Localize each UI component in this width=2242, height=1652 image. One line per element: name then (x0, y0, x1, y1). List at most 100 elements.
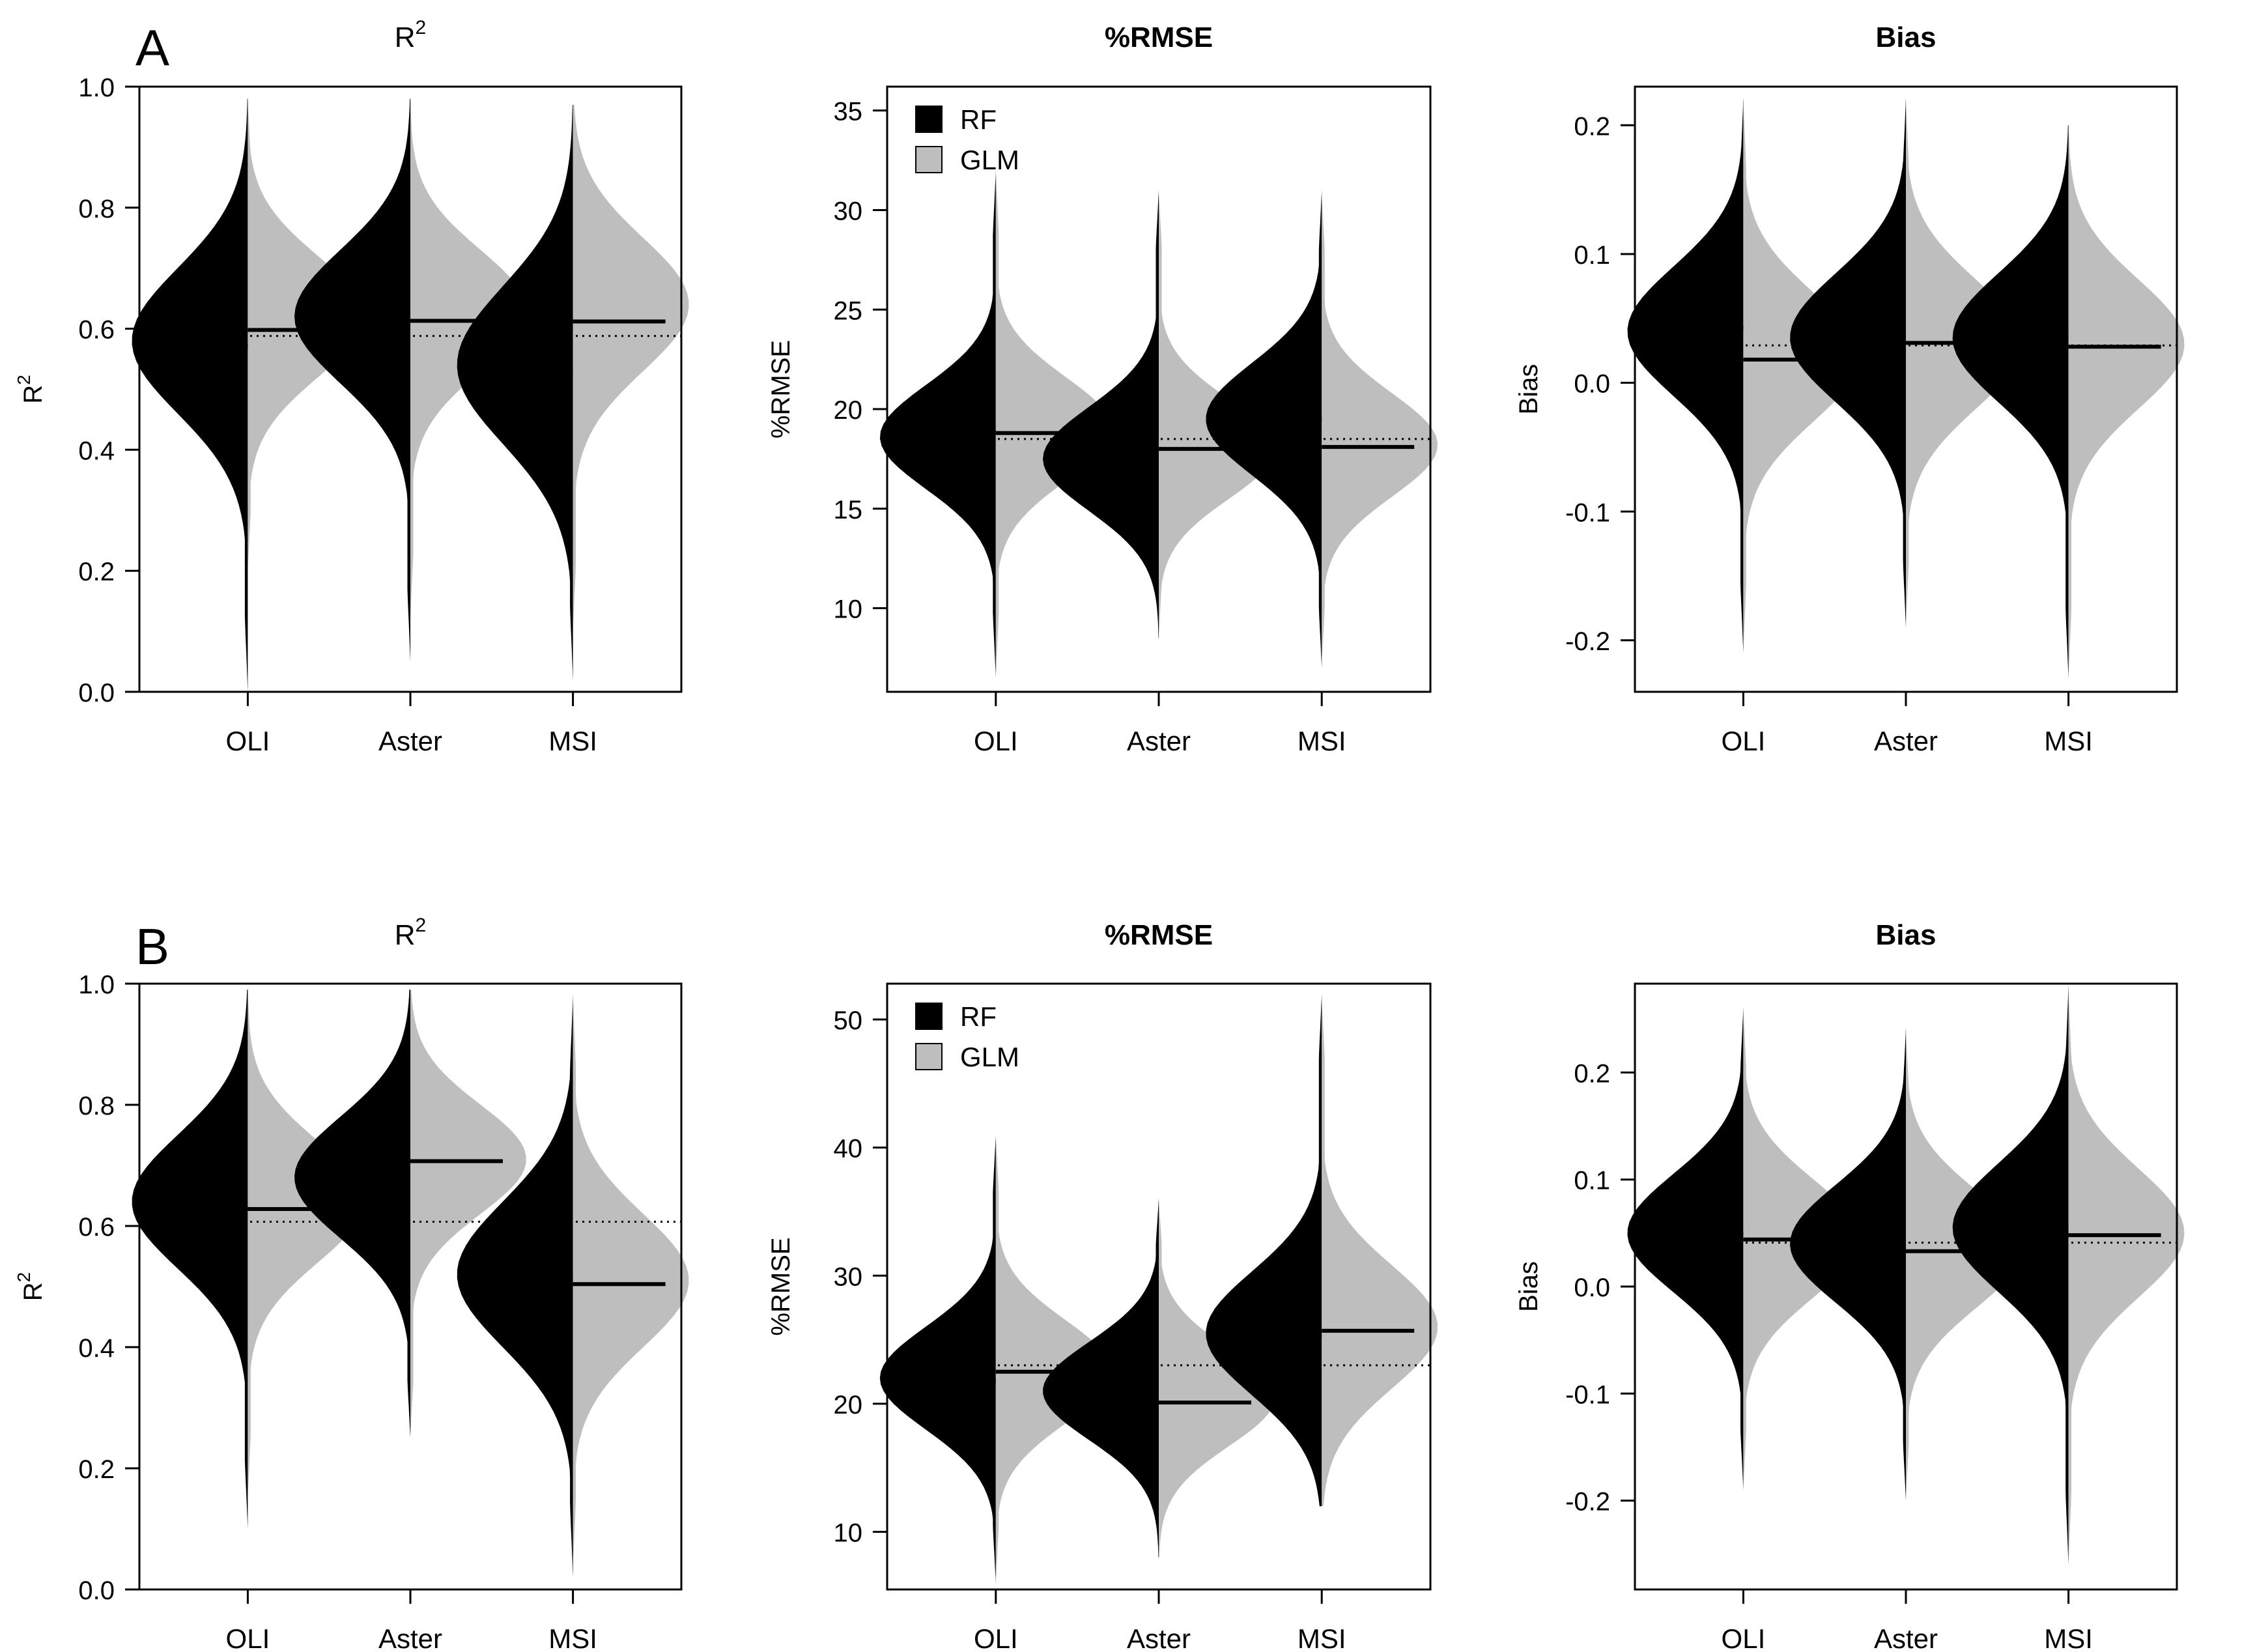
legend-swatch-rf (915, 106, 943, 133)
violin-glm-aster (1159, 1199, 1275, 1558)
violin-rf-aster (1790, 1029, 1906, 1501)
x-tick-label-oli: OLI (226, 726, 270, 756)
y-tick-label: 1.0 (78, 74, 115, 102)
legend-label-glm: GLM (960, 1042, 1019, 1072)
y-axis-label: %RMSE (767, 1237, 795, 1335)
x-tick-label-aster: Aster (1127, 726, 1191, 756)
violin-rf-msi (457, 995, 573, 1578)
y-tick-label: 15 (834, 496, 863, 524)
violin-rf-oli (132, 990, 248, 1529)
x-tick-label-oli: OLI (1722, 726, 1766, 756)
violin-glm-oli (995, 1135, 1112, 1584)
chart-title: Bias (1876, 21, 1937, 53)
chart-title: Bias (1876, 919, 1937, 951)
legend-label-glm: GLM (960, 145, 1019, 175)
x-tick-label-aster: Aster (378, 1623, 442, 1652)
chart-b-pctrmse: %RMSE 10 20 30 40 50 %RMSE OLI Aster MSI RF GLM (767, 919, 1438, 1652)
y-tick-label: 0.8 (78, 195, 115, 223)
row-label-b: B (135, 918, 170, 975)
x-tick-label-msi: MSI (2044, 726, 2093, 756)
y-tick-label: 0.6 (78, 316, 115, 345)
violin-glm-aster (1906, 1029, 2022, 1501)
chart-b-bias: Bias -0.2 -0.1 0.0 0.1 0.2 Bias OLI Aster MSI (1514, 919, 2185, 1652)
violin-rf-msi (1206, 993, 1322, 1507)
legend-swatch-glm (915, 1043, 943, 1070)
chart-b-r2: R2 0.0 0.2 0.4 0.6 0.8 1.0 R2 OLI Aster MSI (14, 915, 689, 1652)
violin-rf-oli (132, 98, 248, 692)
y-tick-label: -0.1 (1565, 498, 1610, 527)
y-tick-label: 0.0 (1574, 1274, 1610, 1302)
y-tick-label: 10 (834, 1519, 863, 1548)
violin-glm-msi (1322, 190, 1438, 668)
y-tick-label: 10 (834, 595, 863, 624)
y-axis-label-superscript: 2 (14, 375, 34, 385)
legend-swatch-rf (915, 1003, 943, 1030)
violin-glm-msi (2068, 125, 2185, 679)
y-tick-label: 35 (834, 98, 863, 126)
row-label-a: A (135, 19, 170, 76)
y-tick-label: 30 (834, 1262, 863, 1291)
y-axis-label: R2 (14, 1272, 48, 1301)
violin-rf-oli (879, 170, 996, 678)
legend-label-rf: RF (960, 1001, 997, 1032)
legend-swatch-glm (915, 146, 943, 173)
violin-rf-oli (879, 1135, 996, 1584)
x-tick-label-msi: MSI (1298, 726, 1346, 756)
y-tick-label: 0.1 (1574, 1167, 1610, 1195)
violin-glm-oli (1743, 99, 1860, 653)
violin-rf-aster (1043, 1199, 1159, 1558)
x-tick-label-oli: OLI (974, 726, 1018, 756)
violin-rf-aster (294, 98, 410, 662)
violin-rf-oli (1627, 1008, 1744, 1490)
y-tick-label: 0.2 (78, 558, 115, 586)
y-tick-label: 0.2 (1574, 112, 1610, 141)
chart-a-bias: Bias -0.2 -0.1 0.0 0.1 0.2 Bias OLI Aster MSI (1514, 21, 2185, 756)
y-tick-label: 1.0 (78, 971, 115, 999)
x-tick-label-oli: OLI (974, 1623, 1018, 1652)
x-tick-label-aster: Aster (1874, 1623, 1938, 1652)
violin-rf-oli (1627, 99, 1744, 653)
y-tick-label: 0.0 (1574, 370, 1610, 399)
y-tick-label: 0.8 (78, 1092, 115, 1120)
y-axis-label: Bias (1514, 364, 1543, 415)
violin-glm-oli (995, 170, 1112, 678)
violin-rf-msi (1952, 986, 2069, 1565)
x-tick-label-aster: Aster (1127, 1623, 1191, 1652)
x-tick-label-aster: Aster (378, 726, 442, 756)
y-tick-label: 0.0 (78, 679, 115, 707)
x-tick-label-msi: MSI (1298, 1623, 1346, 1652)
chart-a-r2: R2 0.0 0.2 0.4 0.6 0.8 1.0 R2 OLI Aster MSI (14, 17, 689, 756)
violin-rf-msi (457, 104, 573, 680)
y-tick-label: 25 (834, 296, 863, 325)
x-tick-label-msi: MSI (2044, 1623, 2093, 1652)
y-axis-label: R2 (14, 375, 48, 403)
x-tick-label-oli: OLI (226, 1623, 270, 1652)
y-tick-label: 20 (834, 396, 863, 425)
y-tick-label: 0.2 (78, 1455, 115, 1484)
y-axis-label-superscript: 2 (14, 1272, 34, 1283)
violin-rf-msi (1952, 125, 2069, 679)
y-tick-label: 0.0 (78, 1576, 115, 1605)
x-tick-label-aster: Aster (1874, 726, 1938, 756)
violin-glm-msi (573, 104, 689, 632)
y-tick-label: 40 (834, 1135, 863, 1163)
violin-glm-aster (410, 990, 526, 1438)
violin-glm-msi (2068, 986, 2185, 1565)
x-tick-label-msi: MSI (548, 726, 597, 756)
violin-rf-msi (1206, 190, 1322, 668)
y-tick-label: -0.2 (1565, 1488, 1610, 1517)
y-tick-label: 0.4 (78, 1334, 115, 1363)
y-axis-label: %RMSE (767, 340, 795, 438)
violin-glm-msi (1322, 993, 1438, 1507)
y-tick-label: 0.1 (1574, 241, 1610, 270)
y-axis-label: Bias (1514, 1261, 1543, 1312)
x-tick-label-msi: MSI (548, 1623, 597, 1652)
x-tick-label-oli: OLI (1722, 1623, 1766, 1652)
violin-rf-aster (1043, 190, 1159, 638)
y-tick-label: 50 (834, 1006, 863, 1035)
chart-title: R2 (395, 915, 426, 951)
y-tick-label: 0.4 (78, 436, 115, 465)
y-tick-label: -0.2 (1565, 627, 1610, 656)
chart-title: %RMSE (1105, 919, 1213, 951)
y-tick-label: 0.6 (78, 1213, 115, 1242)
